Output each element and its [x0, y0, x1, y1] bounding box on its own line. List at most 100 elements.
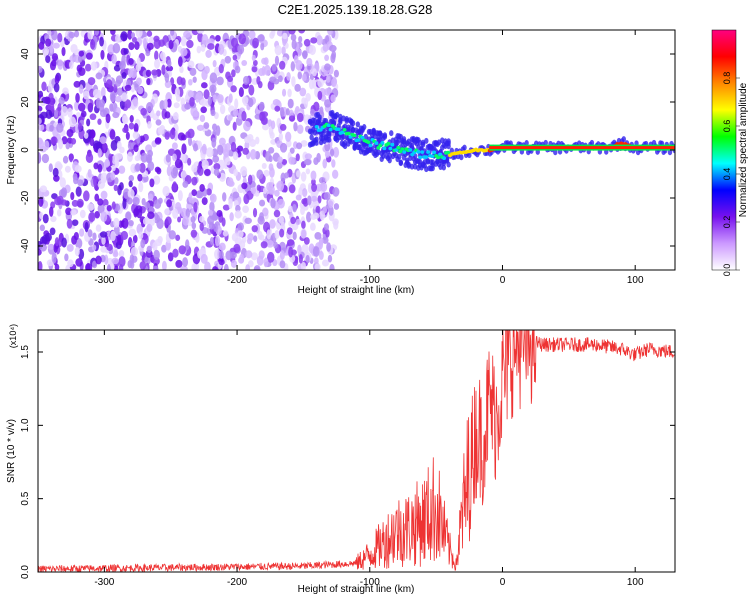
spectrogram-cell [47, 83, 53, 93]
spectrogram-cell [222, 230, 229, 237]
spectrogram-cell [154, 58, 161, 69]
spectrogram-cell [279, 107, 285, 118]
spectrogram-cell [188, 192, 193, 204]
spectrogram-cell [61, 237, 67, 248]
spectrogram-cell [261, 162, 267, 169]
spectrogram-cell [333, 69, 339, 78]
spectrogram-cell [137, 173, 143, 182]
spectrogram-cell [293, 121, 298, 132]
spectrogram-cell [355, 121, 361, 128]
spectrogram-cell [39, 224, 45, 232]
snr-y-label: SNR (10 * v/v) [6, 419, 17, 483]
spectrogram-cell [222, 192, 227, 202]
spectrogram-cell [185, 131, 191, 139]
spectrogram-cell [79, 209, 86, 219]
spectrogram-cell [120, 31, 128, 42]
spectrogram-cell [124, 99, 132, 109]
spectrogram-cell [188, 78, 193, 86]
spectrogram-cell [87, 30, 93, 40]
spectrogram-cell [128, 219, 134, 227]
spectrogram-cell [142, 217, 148, 225]
spectrogram-cell [49, 124, 54, 132]
spectrogram-cell [127, 30, 133, 40]
spectrogram-cell [263, 64, 271, 76]
spectrogram-cell [83, 132, 89, 139]
spectrogram-cell [177, 216, 182, 223]
spectrogram-cell [196, 45, 202, 54]
spectrogram-cell [268, 163, 274, 171]
spectrogram-cell [75, 92, 80, 103]
spectrogram-cell [174, 158, 183, 169]
spectrogram-cell [118, 250, 125, 258]
spectrogram-cell [442, 156, 447, 161]
spectrogram-cell [336, 127, 341, 132]
spectrogram-cell [90, 129, 96, 139]
spectrogram-cell [154, 50, 159, 61]
spectrogram-cell [156, 167, 162, 175]
spectrogram-cell [265, 151, 271, 162]
spectrogram-cell [179, 65, 184, 74]
spectrogram-cell [273, 241, 278, 249]
spectrogram-cell [154, 239, 162, 247]
spectrogram-cell [263, 257, 269, 268]
spectrogram-cell [121, 217, 129, 229]
spectrogram-cell [288, 246, 294, 258]
spectrogram-cell [177, 190, 183, 202]
spectrogram-cell [241, 110, 247, 122]
spectrogram-cell [70, 191, 75, 201]
spectrogram-cell [524, 140, 529, 147]
spectrogram-cell [286, 227, 293, 235]
spectrogram-cell [41, 153, 50, 164]
spectrogram-cell [281, 46, 286, 56]
spectrogram-cell [317, 117, 322, 124]
spectrogram-cell [286, 71, 291, 81]
spectrogram-cell [224, 55, 232, 64]
spectrogram-cell [99, 109, 108, 118]
spectrogram-cell [263, 169, 270, 177]
spectrogram-cell [234, 210, 242, 219]
spectrogram-cell [38, 139, 45, 150]
spectrogram-cell [327, 30, 334, 36]
spectrogram-cell [67, 107, 73, 118]
spectrogram-cell [228, 198, 233, 210]
spectrogram-cell [123, 48, 129, 55]
spectrogram-cell [191, 176, 198, 186]
spectrogram-cell [282, 32, 288, 40]
spectrogram-cell [250, 252, 258, 261]
spectrogram-cell [40, 111, 48, 119]
spectrogram-cell [259, 101, 265, 112]
spectrogram-cell [76, 198, 84, 208]
spectrogram-cell [271, 63, 277, 72]
spectrogram-cell [313, 257, 319, 266]
spectrogram-cell [168, 39, 174, 50]
snr-frame [37, 329, 676, 573]
y-tick-label: 20 [20, 96, 31, 108]
spectrogram-cell [309, 108, 316, 116]
spectrogram-cell [207, 43, 215, 50]
spectrogram-cell [446, 150, 451, 155]
spectrogram-cell [138, 181, 144, 193]
spectrogram-cell [388, 146, 393, 151]
spectrogram-cell [74, 246, 80, 257]
spectrogram-cell [104, 158, 110, 168]
spectrogram-cell [147, 161, 155, 172]
spectrogram-cell [195, 93, 200, 103]
spectrogram-cell [75, 238, 83, 249]
spectrogram-cell [297, 71, 302, 80]
spectrogram-cell [231, 69, 236, 78]
spectrogram-cell [109, 129, 116, 140]
spectrogram-cell [117, 87, 123, 97]
spectrogram-cell [113, 225, 120, 236]
spectrogram-cell [360, 135, 365, 140]
spectrogram-cell [118, 263, 124, 270]
spectrogram-cell [180, 35, 187, 47]
spectrogram-cell [252, 37, 259, 49]
spectrogram-cell [191, 164, 198, 173]
spectrogram-cell [296, 170, 301, 178]
spectrogram-cell [197, 62, 204, 71]
y-tick-label: 1.5 [20, 345, 31, 359]
spectrogram-cell [232, 151, 239, 161]
spectrogram-cell [128, 180, 133, 188]
spectrogram-cell [248, 30, 256, 40]
spectrogram-cell [146, 78, 151, 86]
